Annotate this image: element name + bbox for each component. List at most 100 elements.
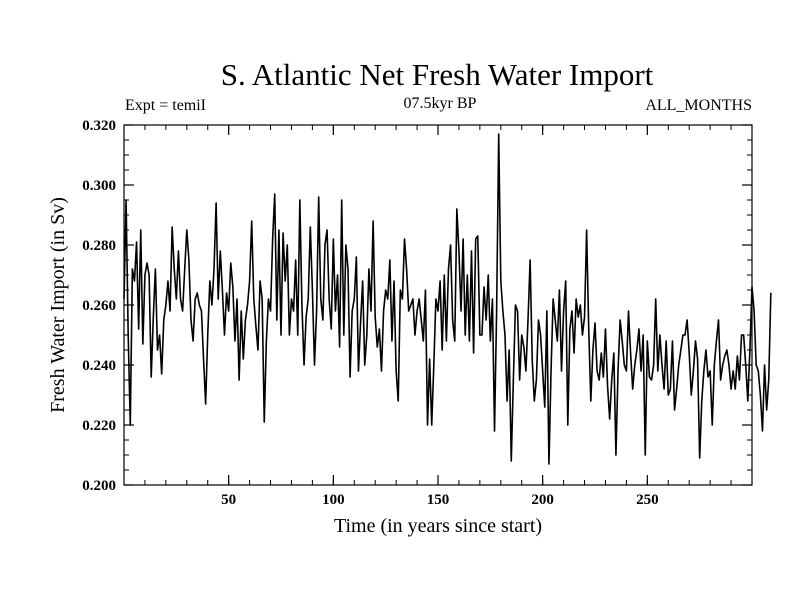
data-point (389, 259, 391, 261)
data-point (763, 364, 766, 366)
data-point (387, 298, 389, 300)
data-point (351, 310, 353, 312)
data-point (684, 334, 686, 336)
data-point (688, 352, 690, 354)
data-point (223, 334, 226, 336)
data-point (686, 319, 688, 321)
data-point (374, 316, 376, 318)
data-point (707, 376, 709, 378)
data-point (655, 298, 657, 300)
data-point (594, 322, 596, 324)
data-point (414, 334, 416, 336)
data-point (493, 430, 496, 432)
data-point (144, 274, 146, 276)
data-point (579, 304, 581, 306)
data-point (766, 409, 768, 411)
experiment-label: Expt = temiI (125, 97, 206, 114)
data-point (244, 319, 247, 321)
data-point (692, 370, 694, 372)
data-point (556, 340, 558, 342)
data-point (571, 310, 573, 312)
data-point (318, 196, 320, 198)
data-point (278, 229, 280, 231)
data-point (211, 304, 213, 306)
data-point (485, 319, 487, 321)
data-point (253, 298, 255, 300)
data-point (418, 298, 420, 300)
data-point (167, 280, 169, 282)
data-point (487, 274, 489, 276)
data-point (150, 376, 152, 378)
data-point (190, 319, 192, 321)
data-point (606, 385, 609, 387)
data-point (609, 418, 611, 420)
data-point (290, 298, 293, 300)
data-point (433, 364, 435, 366)
data-point (131, 268, 133, 270)
data-point (468, 340, 470, 342)
data-point (623, 364, 625, 366)
data-point (179, 298, 182, 300)
data-point (288, 334, 290, 336)
data-point (745, 364, 747, 366)
data-point (315, 310, 318, 312)
data-point (135, 241, 138, 243)
data-point (573, 352, 575, 354)
data-point (158, 334, 161, 336)
data-point (604, 328, 607, 330)
data-point (699, 457, 701, 459)
data-point (177, 250, 180, 252)
data-point (274, 193, 276, 195)
data-point (326, 229, 328, 231)
data-point (184, 268, 186, 270)
data-point (276, 319, 278, 321)
data-point (678, 364, 680, 366)
data-point (125, 199, 127, 201)
data-point (514, 304, 517, 306)
data-point (554, 319, 556, 321)
data-point (196, 292, 198, 294)
data-point (770, 292, 772, 294)
data-point (732, 370, 734, 372)
data-point (640, 370, 642, 372)
data-point (219, 250, 221, 252)
data-point (341, 199, 343, 201)
data-point (299, 199, 301, 201)
data-point (265, 340, 267, 342)
data-point (246, 304, 249, 306)
data-point (202, 358, 205, 360)
data-point (140, 229, 142, 231)
data-point (357, 370, 360, 372)
data-point (694, 340, 697, 342)
chart-subtitle: 07.5kyr BP (404, 95, 477, 112)
data-point (506, 400, 508, 402)
data-point (537, 319, 540, 321)
data-point (734, 388, 736, 390)
data-point (301, 304, 303, 306)
data-point (292, 310, 295, 312)
data-point (364, 364, 366, 366)
data-point (127, 334, 129, 336)
data-point (431, 424, 433, 426)
data-point (508, 349, 510, 351)
data-point (393, 280, 395, 282)
data-point (717, 319, 720, 321)
data-point (527, 319, 529, 321)
data-point (533, 400, 535, 402)
data-point (305, 316, 307, 318)
data-point (188, 259, 190, 261)
data-point (682, 334, 684, 336)
data-point (611, 379, 613, 381)
data-point (217, 298, 219, 300)
data-point (263, 421, 265, 423)
data-point (726, 349, 728, 351)
data-point (169, 310, 171, 312)
data-point (382, 310, 385, 312)
data-point (163, 319, 165, 321)
data-point (663, 388, 665, 390)
data-point (711, 424, 713, 426)
data-point (334, 310, 337, 312)
data-point (242, 358, 244, 360)
data-point (617, 370, 619, 372)
data-point (182, 310, 184, 312)
